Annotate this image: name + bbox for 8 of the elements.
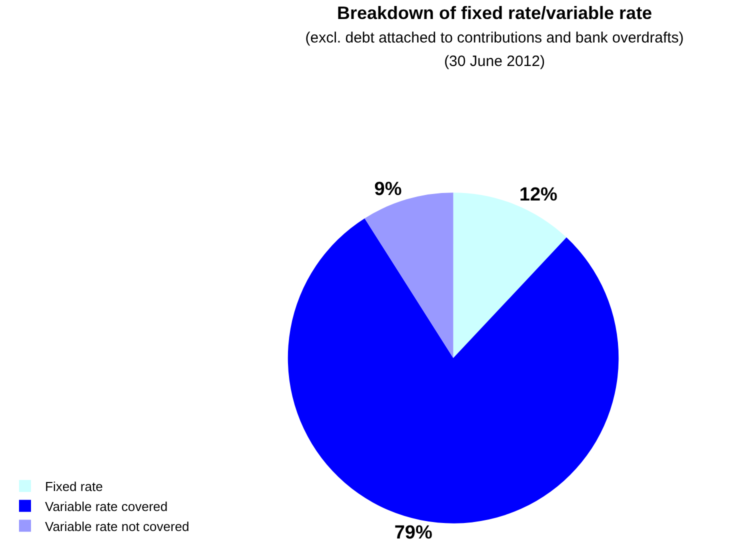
data-label: 9%	[374, 178, 402, 200]
data-label: 12%	[519, 184, 558, 206]
legend-label: Variable rate not covered	[45, 518, 190, 534]
data-label: 79%	[394, 522, 432, 544]
chart-title: Breakdown of fixed rate/variable rate	[336, 3, 652, 24]
legend-label: Fixed rate	[45, 479, 103, 494]
legend-label: Variable rate covered	[45, 498, 168, 514]
chart-subtitle: (excl. debt attached to contributions and bank overdrafts) (30 June 2012)	[305, 30, 684, 70]
